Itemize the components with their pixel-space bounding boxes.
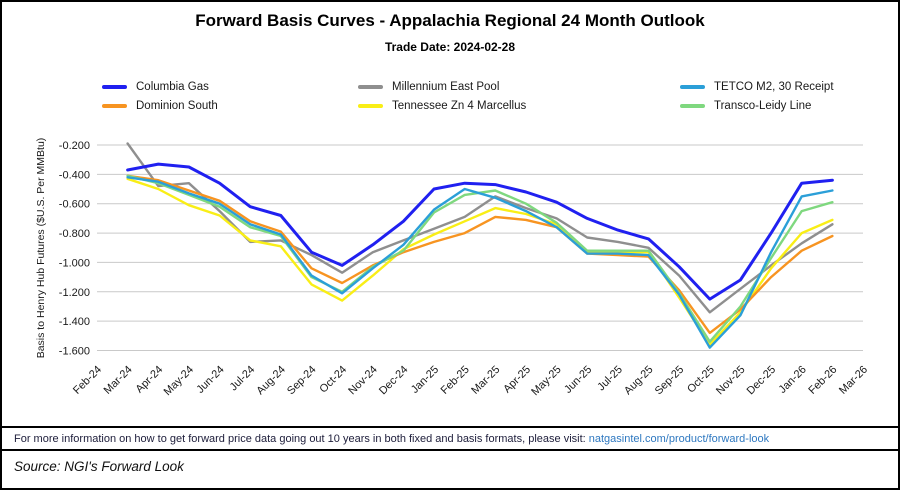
legend-item-tetco-m2-30-receipt: TETCO M2, 30 Receipt [680, 81, 878, 93]
x-tick-label: Mar-26 [837, 364, 870, 397]
footer-link[interactable]: natgasintel.com/product/forward-look [588, 433, 770, 445]
legend-item-tennessee-zn-4-marcellus: Tennessee Zn 4 Marcellus [358, 100, 680, 112]
chart-subtitle: Trade Date: 2024-02-28 [384, 40, 516, 54]
forward-basis-chart: -0.200 -0.400 -0.600 -0.800 -1.000 -1.200 -1.4… [35, 138, 870, 398]
x-tick-label: Dec-25 [745, 364, 779, 398]
legend-swatch-tetco-m2-30-receipt [680, 85, 705, 89]
y-axis-title: Basis to Henry Hub Futures ($U.S. Per MM… [35, 138, 47, 359]
x-tick-label: Jan-26 [777, 364, 809, 396]
y-tick-label: -1.400 [59, 316, 90, 328]
y-tick-label: -0.600 [59, 199, 90, 211]
page-title: Forward Basis Curves - Appalachia Region… [195, 11, 705, 30]
x-tick-label: Jun-24 [194, 364, 226, 396]
x-tick-label: Aug-25 [622, 364, 656, 398]
y-axis-tick-labels: -0.200 -0.400 -0.600 -0.800 -1.000 -1.200 -1.4… [59, 140, 90, 358]
x-tick-label: Apr-25 [501, 364, 533, 396]
legend-item-columbia-gas: Columbia Gas [102, 81, 358, 93]
series-line-tetco-m2-30-receipt [126, 176, 834, 349]
series-line-columbia-gas [126, 162, 834, 301]
y-tick-label: -1.200 [59, 287, 90, 299]
x-tick-label: Nov-25 [714, 364, 748, 398]
x-tick-label: Jun-25 [562, 364, 594, 396]
x-tick-label: Aug-24 [254, 364, 288, 398]
series-lines [126, 142, 834, 349]
x-tick-label: Sep-24 [285, 364, 319, 398]
x-tick-label: Sep-25 [653, 364, 687, 398]
source-note: Source: NGI's Forward Look [2, 449, 898, 488]
x-tick-label: Feb-24 [71, 364, 104, 397]
legend-label: TETCO M2, 30 Receipt [714, 81, 834, 93]
x-tick-label: Mar-24 [102, 364, 135, 397]
legend-item-dominion-south: Dominion South [102, 100, 358, 112]
legend-swatch-millennium-east-pool [358, 85, 383, 89]
legend-label: Columbia Gas [136, 81, 209, 93]
y-tick-label: -0.400 [59, 169, 90, 181]
x-tick-label: Oct-24 [317, 364, 349, 396]
footer-info-text: For more information on how to get forwa… [14, 433, 589, 445]
gridlines [97, 144, 863, 351]
x-tick-label: Jul-24 [228, 364, 258, 394]
legend-item-transco-leidy-line: Transco-Leidy Line [680, 100, 878, 112]
series-line-tennessee-zn-4-marcellus [126, 177, 834, 346]
x-tick-label: Apr-24 [134, 364, 166, 396]
x-tick-label: Feb-26 [806, 364, 839, 397]
legend-label: Tennessee Zn 4 Marcellus [392, 100, 527, 112]
legend-item-millennium-east-pool: Millennium East Pool [358, 81, 680, 93]
x-tick-label: Mar-25 [469, 364, 502, 397]
x-tick-label: May-24 [162, 364, 196, 398]
x-tick-label: Dec-24 [377, 364, 411, 398]
legend-swatch-tennessee-zn-4-marcellus [358, 104, 383, 108]
footer-info-row: For more information on how to get forwa… [2, 426, 898, 449]
legend-label: Transco-Leidy Line [714, 100, 812, 112]
x-tick-label: Oct-25 [685, 364, 717, 396]
y-tick-label: -1.000 [59, 257, 90, 269]
x-tick-label: Jan-25 [409, 364, 441, 396]
legend-label: Dominion South [136, 100, 218, 112]
legend-swatch-columbia-gas [102, 85, 127, 89]
y-tick-label: -0.200 [59, 140, 90, 152]
legend-label: Millennium East Pool [392, 81, 500, 93]
x-tick-label: Nov-24 [346, 364, 380, 398]
y-tick-label: -0.800 [59, 228, 90, 240]
legend-swatch-transco-leidy-line [680, 104, 705, 108]
x-tick-label: Jul-25 [595, 364, 625, 394]
series-line-transco-leidy-line [126, 174, 834, 343]
x-tick-label: Feb-25 [439, 364, 472, 397]
footer: For more information on how to get forwa… [2, 426, 898, 488]
x-tick-label: May-25 [529, 364, 563, 398]
y-tick-label: -1.600 [59, 346, 90, 358]
legend-swatch-dominion-south [102, 104, 127, 108]
chart-legend: Columbia Gas Millennium East Pool TETCO M2… [102, 81, 878, 112]
series-line-dominion-south [126, 174, 834, 335]
